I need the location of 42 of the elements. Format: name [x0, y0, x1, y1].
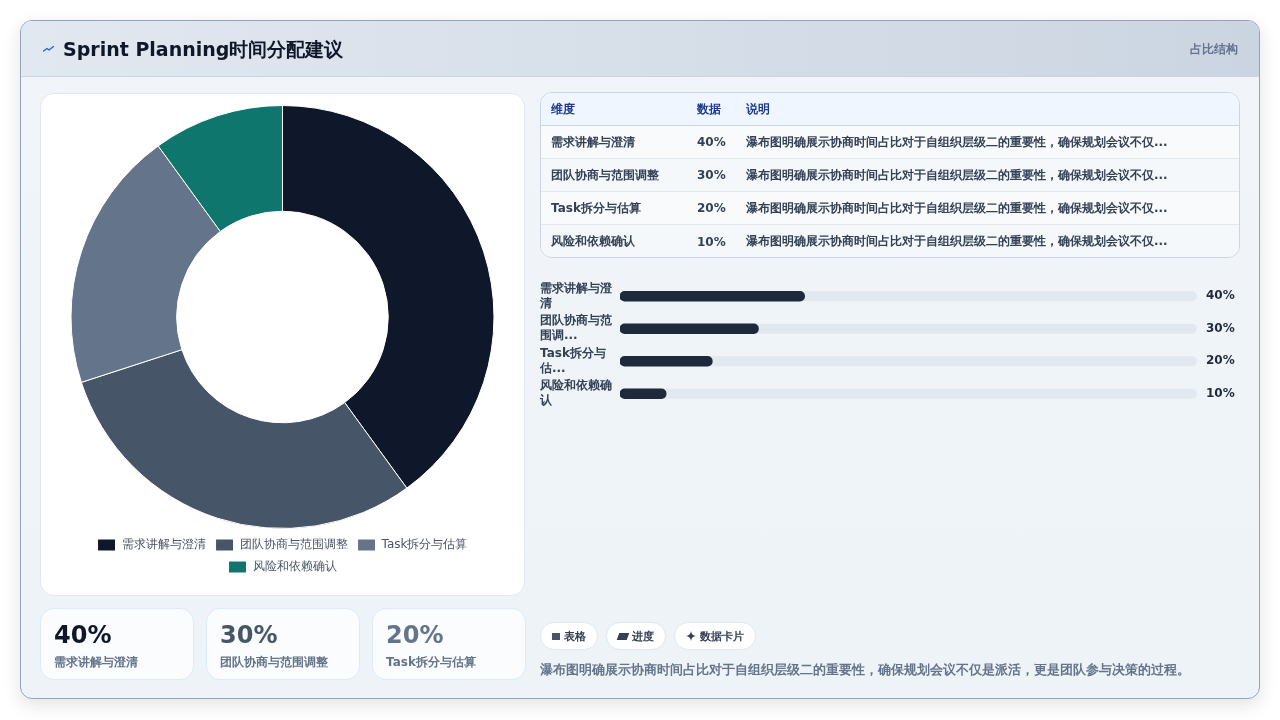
text: 团队协商与范围调整: [551, 166, 659, 184]
text: 进度: [632, 628, 654, 644]
text: 需求讲解与澄清: [551, 133, 635, 151]
text: 瀑布图明确展示协商时间占比对于自组织层级二的重要性，确保规划会议不仅...: [746, 233, 1168, 250]
text: 40%: [697, 135, 726, 149]
text: 瀑布图明确展示协商时间占比对于自组织层级二的重要性，确保规划会议不仅...: [746, 133, 1168, 151]
text: 说明: [746, 100, 770, 118]
text: 30%: [220, 621, 278, 649]
y-tick-label: Task拆分与估...: [539, 345, 606, 375]
legend-label: 需求讲解与澄清: [121, 537, 206, 552]
legend-label: 团队协商与范围调整: [239, 537, 348, 552]
y-tick-label: 需求讲解与澄清: [539, 280, 613, 310]
text: 瀑布图明确展示协商时间占比对于自组织层级二的重要性，确保规划会议不仅...: [746, 166, 1168, 184]
text: 数据: [697, 100, 721, 118]
text: 表格: [564, 628, 586, 644]
data-label: 30%: [1206, 320, 1235, 335]
legend-label: Task拆分与估算: [380, 537, 468, 552]
text: 10%: [697, 234, 726, 249]
text: 20%: [697, 201, 726, 215]
bar: [620, 388, 667, 400]
bar: [620, 355, 713, 367]
category-label: 团队协商与范围调整: [220, 654, 328, 670]
text: 瀑布图明确展示协商时间占比对于自组织层级二的重要性，确保规划会议不仅...: [746, 199, 1168, 217]
chart-title: 占比结构: [1190, 41, 1238, 58]
chart-title: Sprint Planning时间分配建议: [63, 37, 344, 62]
category-label: 需求讲解与澄清: [54, 654, 138, 670]
y-tick-label: 团队协商与范围调...: [540, 313, 613, 343]
text: 20%: [386, 621, 444, 649]
data-label: 40%: [1206, 288, 1235, 303]
data-label: 10%: [1206, 385, 1235, 400]
text: Task拆分与估算: [551, 199, 641, 217]
text: 维度: [551, 100, 575, 118]
category-label: Task拆分与估算: [386, 654, 476, 670]
text: 风险和依赖确认: [551, 233, 635, 250]
bar: [620, 323, 759, 335]
text: 30%: [697, 168, 726, 182]
legend-label: 风险和依赖确认: [252, 559, 337, 574]
text: 数据卡片: [700, 628, 744, 644]
text: 40%: [54, 621, 112, 649]
text: 瀑布图明确展示协商时间占比对于自组织层级二的重要性，确保规划会议不仅是派活，更是团队参与决策的过程。: [540, 661, 1191, 679]
y-tick-label: 风险和依赖确认: [539, 378, 612, 408]
data-label: 20%: [1206, 353, 1235, 368]
